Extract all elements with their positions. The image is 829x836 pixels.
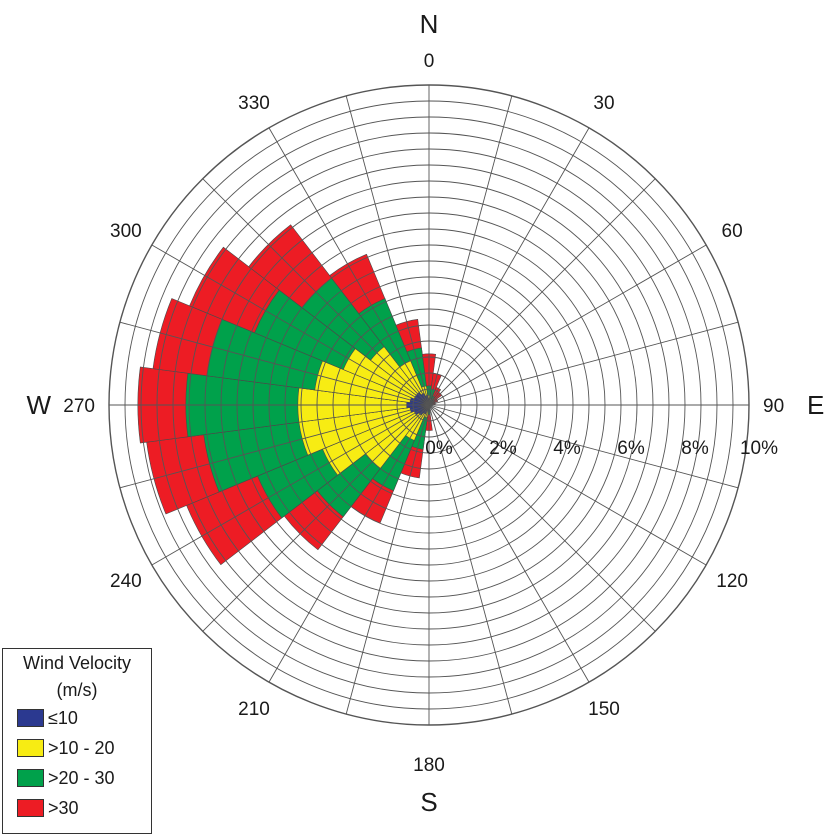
angle-label-270: 270	[63, 396, 95, 417]
grid-spoke	[428, 404, 656, 632]
legend-label-10-20: >10 - 20	[48, 737, 115, 758]
angle-label-150: 150	[588, 699, 620, 720]
angle-label-60: 60	[722, 221, 743, 242]
grid-spoke	[151, 244, 430, 406]
cardinal-N: N	[420, 9, 439, 39]
grid-spoke	[428, 404, 513, 715]
legend-item-10-20: >10 - 20	[3, 733, 151, 763]
polar-grid	[108, 84, 750, 726]
angle-label-210: 210	[238, 699, 270, 720]
grid-spoke	[428, 178, 656, 406]
radial-tick-label: 8%	[681, 438, 709, 459]
grid-spoke	[428, 404, 739, 489]
angle-label-180: 180	[413, 755, 445, 776]
legend-swatch-10-20	[17, 739, 44, 757]
radial-tick-label: 6%	[617, 438, 645, 459]
cardinal-W: W	[26, 390, 51, 420]
grid-spoke	[428, 321, 739, 406]
legend-label-le10: ≤10	[48, 707, 78, 728]
angle-label-120: 120	[716, 571, 748, 592]
grid-spoke	[268, 127, 430, 406]
angle-label-240: 240	[110, 571, 142, 592]
angle-label-0: 0	[424, 51, 435, 72]
grid-spoke	[428, 95, 513, 406]
axis-labels: 0 30 60 90 120 150 180 210 240 270 300 330 N S E W 0% 2% 4…	[26, 9, 824, 817]
grid-spoke	[119, 404, 430, 489]
legend-swatch-gt30	[17, 799, 44, 817]
legend-item-gt30: >30	[3, 793, 151, 823]
radial-tick-label: 2%	[489, 438, 517, 459]
radial-tick-label: 10%	[740, 438, 778, 459]
grid-spoke	[428, 404, 707, 566]
legend-item-20-30: >20 - 30	[3, 763, 151, 793]
grid-spoke	[268, 404, 430, 683]
grid-spoke	[151, 404, 430, 566]
legend-title: Wind Velocity	[22, 653, 132, 673]
grid-spoke	[202, 178, 430, 406]
angle-label-90: 90	[763, 396, 784, 417]
radial-tick-label: 0%	[425, 438, 453, 459]
legend-label-20-30: >20 - 30	[48, 767, 115, 788]
cardinal-E: E	[807, 390, 824, 420]
grid-spoke	[119, 321, 430, 406]
grid-spoke	[428, 127, 590, 406]
grid-spoke	[345, 404, 430, 715]
cardinal-S: S	[420, 787, 437, 817]
legend-item-le10: ≤10	[3, 703, 151, 733]
wind-rose-wedges	[137, 224, 443, 566]
legend-units: (m/s)	[56, 680, 98, 700]
legend: Wind Velocity (m/s) ≤10 >10 - 20 >20 - 3…	[2, 648, 152, 834]
legend-label-gt30: >30	[48, 797, 79, 818]
legend-swatch-20-30	[17, 769, 44, 787]
grid-spoke	[345, 95, 430, 406]
radial-tick-label: 4%	[553, 438, 581, 459]
grid-spoke	[202, 404, 430, 632]
angle-label-300: 300	[110, 221, 142, 242]
legend-swatch-le10	[17, 709, 44, 727]
angle-label-330: 330	[238, 93, 270, 114]
angle-label-30: 30	[593, 93, 614, 114]
grid-spoke	[428, 404, 590, 683]
grid-spoke	[428, 244, 707, 406]
